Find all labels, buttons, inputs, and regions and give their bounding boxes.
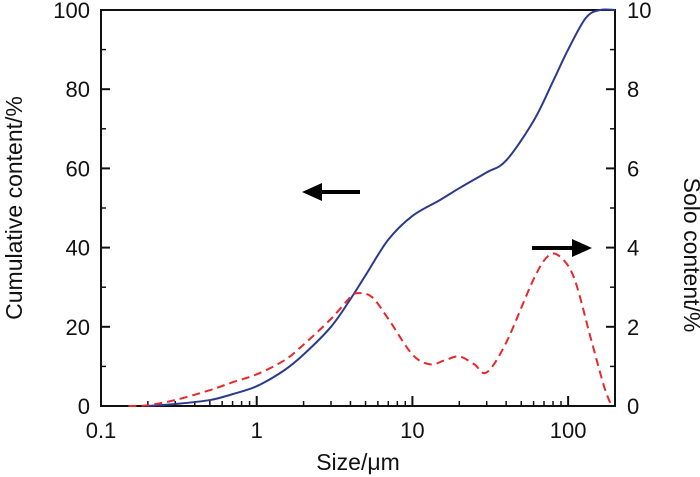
series-line-solo [128,252,613,407]
x-tick-label: 10 [400,418,424,443]
x-tick-labels: 0.1 1 10 100 [86,418,587,443]
tick-marks [100,9,616,407]
y-left-tick-label: 100 [53,0,90,23]
x-tick-label: 0.1 [86,418,117,443]
y-right-tick-labels: 0 2 4 6 8 10 [627,0,651,419]
y-right-tick-label: 8 [627,77,639,102]
y-right-tick-label: 2 [627,315,639,340]
y-left-tick-label: 80 [66,77,90,102]
right-arrow-icon [532,239,592,257]
y-right-tick-label: 6 [627,156,639,181]
y-left-axis-title: Cumulative content/% [1,96,27,320]
y-left-tick-label: 0 [78,394,90,419]
y-right-tick-label: 10 [627,0,651,23]
series-line-cumulative [147,8,616,407]
y-right-tick-label: 0 [627,394,639,419]
x-axis-title: Size/μm [316,449,400,475]
left-arrow-icon [302,183,360,201]
y-left-tick-labels: 0 20 40 60 80 100 [53,0,90,419]
x-tick-label: 100 [550,418,587,443]
y-right-axis-title: Solo content/% [679,178,700,333]
y-left-tick-label: 40 [66,236,90,261]
x-tick-label: 1 [251,418,263,443]
plot-frame [100,9,616,407]
y-left-tick-label: 60 [66,156,90,181]
y-left-tick-label: 20 [66,315,90,340]
y-right-tick-label: 4 [627,236,639,261]
